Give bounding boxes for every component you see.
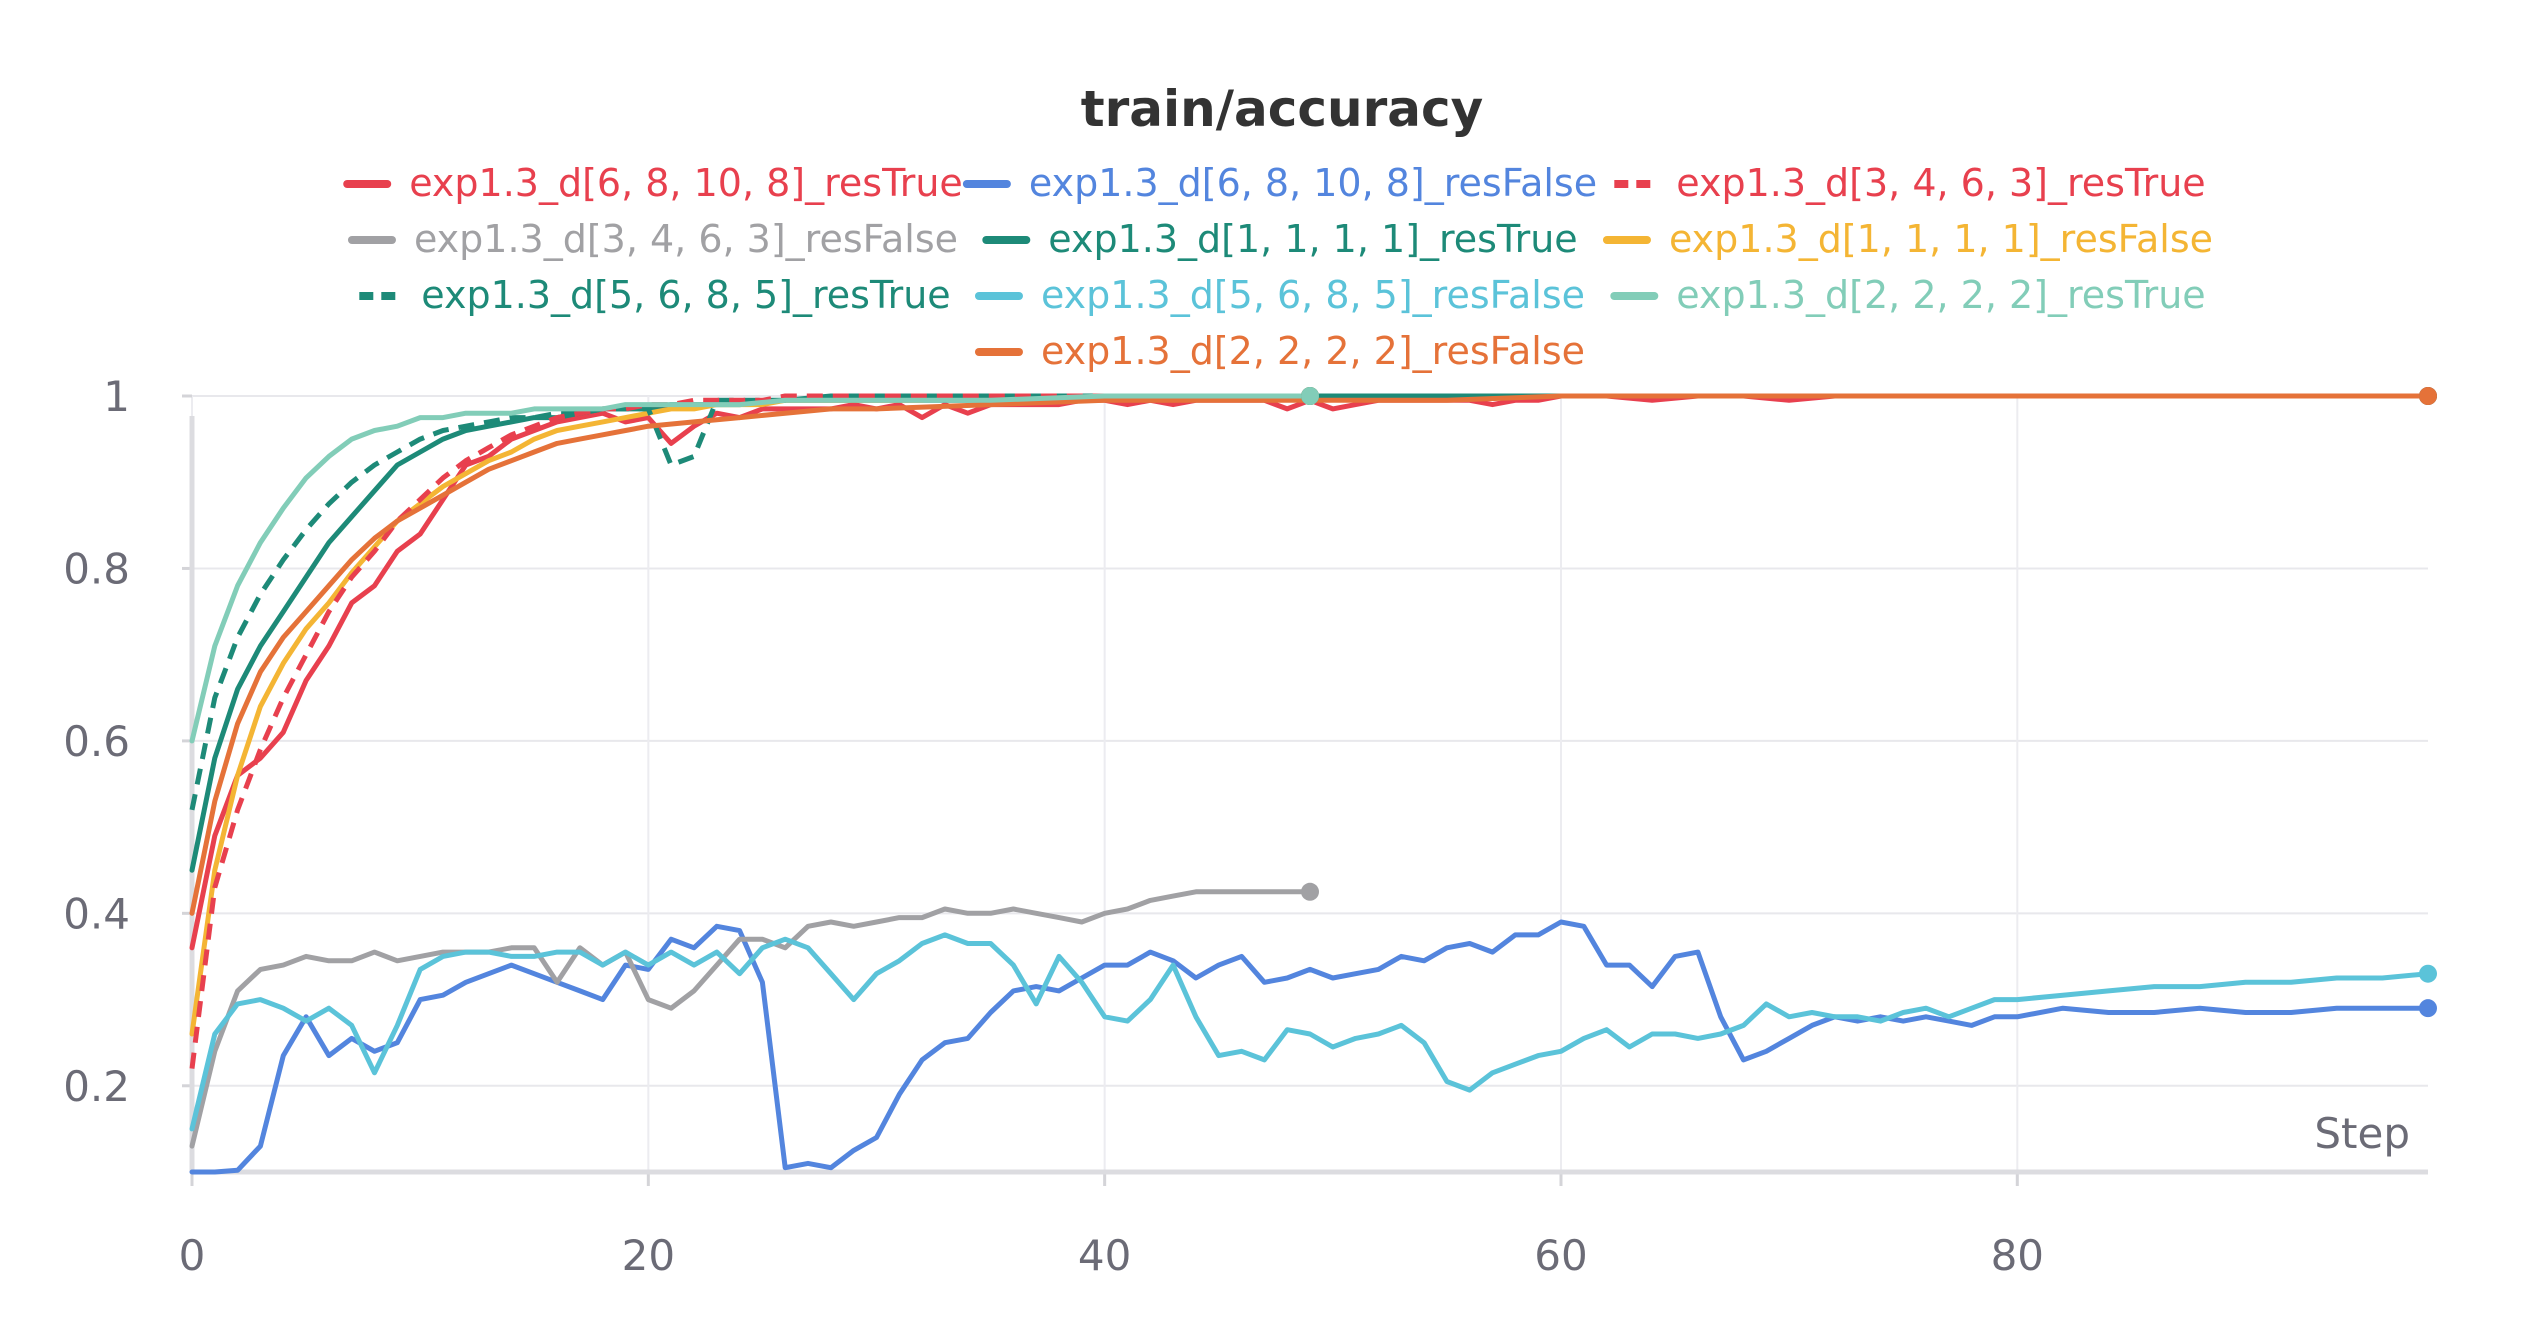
x-tick-label: 40	[1078, 1231, 1131, 1280]
legend-item-0[interactable]: exp1.3_d[6, 8, 10, 8]_resTrue	[343, 161, 963, 205]
series-line-6[interactable]	[189, 393, 1310, 811]
series-line-1[interactable]	[189, 919, 2431, 1175]
legend-label: exp1.3_d[2, 2, 2, 2]_resTrue	[1676, 273, 2205, 317]
series-line-2[interactable]	[189, 393, 1310, 1069]
legend-item-1[interactable]: exp1.3_d[6, 8, 10, 8]_resFalse	[962, 161, 1597, 205]
series-layer	[189, 387, 2437, 1175]
y-tick-label: 0.6	[63, 717, 130, 766]
series-end-point-1	[2419, 999, 2437, 1018]
legend: exp1.3_d[6, 8, 10, 8]_resTrue exp1.3_d[6,…	[343, 161, 2213, 373]
y-tick-label: 0.2	[63, 1062, 130, 1111]
legend-label: exp1.3_d[5, 6, 8, 5]_resTrue	[421, 273, 950, 317]
x-tick-label: 0	[179, 1231, 206, 1280]
legend-item-8[interactable]: exp1.3_d[2, 2, 2, 2]_resTrue	[1610, 273, 2206, 317]
y-tick-label: 1	[103, 372, 130, 421]
legend-label: exp1.3_d[3, 4, 6, 3]_resTrue	[1676, 161, 2205, 205]
legend-item-3[interactable]: exp1.3_d[3, 4, 6, 3]_resFalse	[347, 217, 958, 261]
series-line-7[interactable]	[189, 932, 2431, 1132]
legend-item-2[interactable]: exp1.3_d[3, 4, 6, 3]_resTrue	[1614, 161, 2206, 205]
legend-label: exp1.3_d[2, 2, 2, 2]_resFalse	[1041, 329, 1585, 373]
legend-label: exp1.3_d[1, 1, 1, 1]_resTrue	[1048, 217, 1577, 261]
y-tick-label: 0.8	[63, 544, 130, 593]
x-tick-label: 80	[1991, 1231, 2044, 1280]
series-line-4[interactable]	[189, 393, 2431, 873]
grid	[191, 395, 2428, 1172]
series-end-point-8	[1301, 387, 1319, 405]
legend-label: exp1.3_d[5, 6, 8, 5]_resFalse	[1041, 273, 1585, 317]
series-end-point-3	[1301, 882, 1319, 901]
legend-item-9[interactable]: exp1.3_d[2, 2, 2, 2]_resFalse	[974, 329, 1585, 373]
x-tick-label: 20	[622, 1231, 675, 1280]
series-end-point-7	[2419, 964, 2437, 983]
x-axis-label: Step	[2314, 1109, 2410, 1158]
y-tick-label: 0.4	[63, 889, 130, 938]
legend-label: exp1.3_d[6, 8, 10, 8]_resTrue	[409, 161, 963, 205]
series-line-0[interactable]	[189, 393, 2431, 951]
legend-label: exp1.3_d[3, 4, 6, 3]_resFalse	[414, 217, 958, 261]
legend-label: exp1.3_d[6, 8, 10, 8]_resFalse	[1029, 161, 1597, 205]
legend-item-5[interactable]: exp1.3_d[1, 1, 1, 1]_resFalse	[1602, 217, 2213, 261]
chart-title: train/accuracy	[1081, 80, 1484, 138]
legend-item-6[interactable]: exp1.3_d[5, 6, 8, 5]_resTrue	[359, 273, 951, 317]
series-line-3[interactable]	[189, 889, 1313, 1149]
legend-item-4[interactable]: exp1.3_d[1, 1, 1, 1]_resTrue	[982, 217, 1578, 261]
legend-label: exp1.3_d[1, 1, 1, 1]_resFalse	[1669, 217, 2213, 261]
series-line-9[interactable]	[189, 393, 2431, 916]
x-tick-label: 60	[1534, 1231, 1587, 1280]
series-end-point-9	[2419, 387, 2437, 405]
legend-item-7[interactable]: exp1.3_d[5, 6, 8, 5]_resFalse	[974, 273, 1585, 317]
axes: 0.2 0.4 0.6 0.8 1 0 20 40 60 80	[63, 372, 2428, 1280]
series-line-8[interactable]	[189, 393, 1313, 744]
